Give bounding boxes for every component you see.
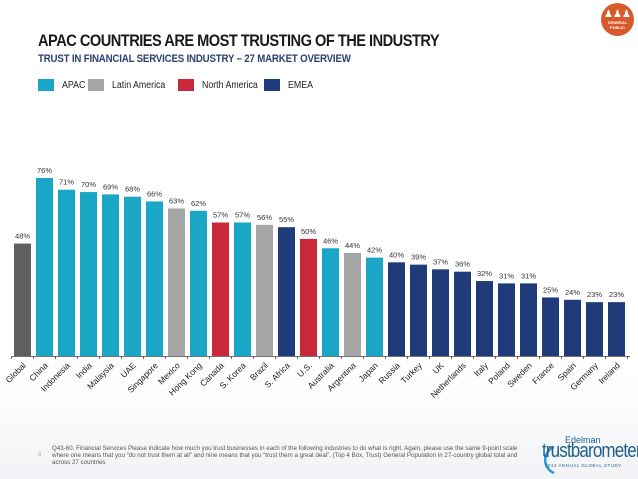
bar-ireland [608,302,625,356]
bar-italy [476,281,493,356]
value-label-sweden: 31% [521,271,536,280]
legend-label-apac: APAC [62,79,86,91]
value-label-australia: 46% [323,236,338,245]
value-label-france: 25% [543,285,558,294]
bar-u-s [300,238,317,356]
legend-swatch-north-america [178,79,194,91]
category-label-italy: Italy [472,360,491,379]
category-label-sweden: Sweden [505,360,534,389]
bar-spain [564,299,581,356]
bar-sweden [520,283,537,356]
value-label-s-africa: 55% [279,215,294,224]
bar-canada [212,222,229,356]
bar-india [80,192,97,356]
bar-malaysia [102,194,119,356]
bar-poland [498,283,515,356]
value-labels-group: 48% 76% 71% 70% 69% 68% 66% 63% 62% 57% 57% 56% 55% 5… [15,166,624,299]
value-label-japan: 42% [367,246,382,255]
bar-netherlands [454,271,471,356]
legend-swatch-emea [264,79,280,91]
value-label-italy: 32% [477,269,492,278]
category-label-japan: Japan [356,360,380,384]
bar-japan [366,257,383,356]
footnote: Q43-60. Financial Services Please indica… [52,445,518,466]
value-label-canada: 57% [213,211,228,220]
category-label-u-s: U.S. [295,360,314,379]
bar-russia [388,262,405,356]
category-label-france: France [530,360,556,386]
value-label-ireland: 23% [609,290,624,299]
value-label-germany: 23% [587,290,602,299]
value-label-netherlands: 36% [455,260,470,269]
bar-s-africa [278,227,295,356]
bar-brazil [256,224,273,356]
category-label-ireland: Ireland [596,360,622,386]
value-label-s-korea: 57% [235,211,250,220]
bar-france [542,297,559,356]
value-label-uae: 68% [125,185,140,194]
category-label-global: Global [3,360,28,385]
category-label-russia: Russia [376,360,402,386]
bar-hong-kong [190,210,207,356]
bar-s-korea [234,222,251,356]
bar-argentina [344,252,361,356]
value-label-global: 48% [15,232,30,241]
value-label-russia: 40% [389,250,404,259]
bar-china [36,178,53,356]
value-label-uk: 37% [433,257,448,266]
bar-singapore [146,201,163,356]
value-label-china: 76% [37,166,52,175]
category-label-uk: UK [430,360,446,376]
page-title: APAC COUNTRIES ARE MOST TRUSTING OF THE … [38,31,440,50]
value-label-brazil: 56% [257,213,272,222]
legend-label-latin-america: Latin America [112,79,166,91]
legend-swatch-apac [38,79,54,91]
badge-label-line2: PUBLIC [610,24,625,30]
bar-indonesia [58,189,75,356]
legend-item-apac: APAC [38,78,89,92]
edelman-brand: Edelman [565,435,601,445]
value-label-turkey: 39% [411,253,426,262]
legend-item-north-america: North America [178,78,265,92]
value-label-mexico: 63% [169,196,184,205]
page-subtitle: TRUST IN FINANCIAL SERVICES INDUSTRY – 2… [38,53,351,65]
bar-uae [124,196,141,356]
trustbarometer-logo: trustbarometer [542,440,638,462]
bar-global [14,243,31,356]
legend-item-latin-america: Latin America [88,78,173,92]
value-label-indonesia: 71% [59,178,74,187]
value-label-india: 70% [81,180,96,189]
legend-label-north-america: North America [202,79,258,91]
value-label-singapore: 66% [147,189,162,198]
trustbarometer-subtitle: 2014 ANNUAL GLOBAL STUDY [545,463,622,468]
trustbarometer-arc-icon [544,445,555,475]
category-label-turkey: Turkey [399,360,425,386]
value-label-argentina: 44% [345,241,360,250]
bar-germany [586,302,603,356]
bar-mexico [168,208,185,356]
value-label-spain: 24% [565,288,580,297]
general-public-badge: ♟♟♟ GENERAL PUBLIC [601,3,634,36]
value-label-u-s: 50% [301,227,316,236]
bar-australia [322,248,339,356]
page-number: 8 [38,452,42,458]
value-label-hong-kong: 62% [191,199,206,208]
value-label-malaysia: 69% [103,182,118,191]
legend-item-emea: EMEA [264,78,316,92]
bars-group [14,178,625,356]
value-label-poland: 31% [499,271,514,280]
legend-swatch-latin-america [88,79,104,91]
bar-uk [432,269,449,356]
bar-turkey [410,264,427,356]
x-ticks-group [11,356,628,359]
badge-label-line1: GENERAL [607,19,628,25]
people-group-icon: ♟♟♟ [604,8,631,20]
legend-label-emea: EMEA [288,79,313,91]
